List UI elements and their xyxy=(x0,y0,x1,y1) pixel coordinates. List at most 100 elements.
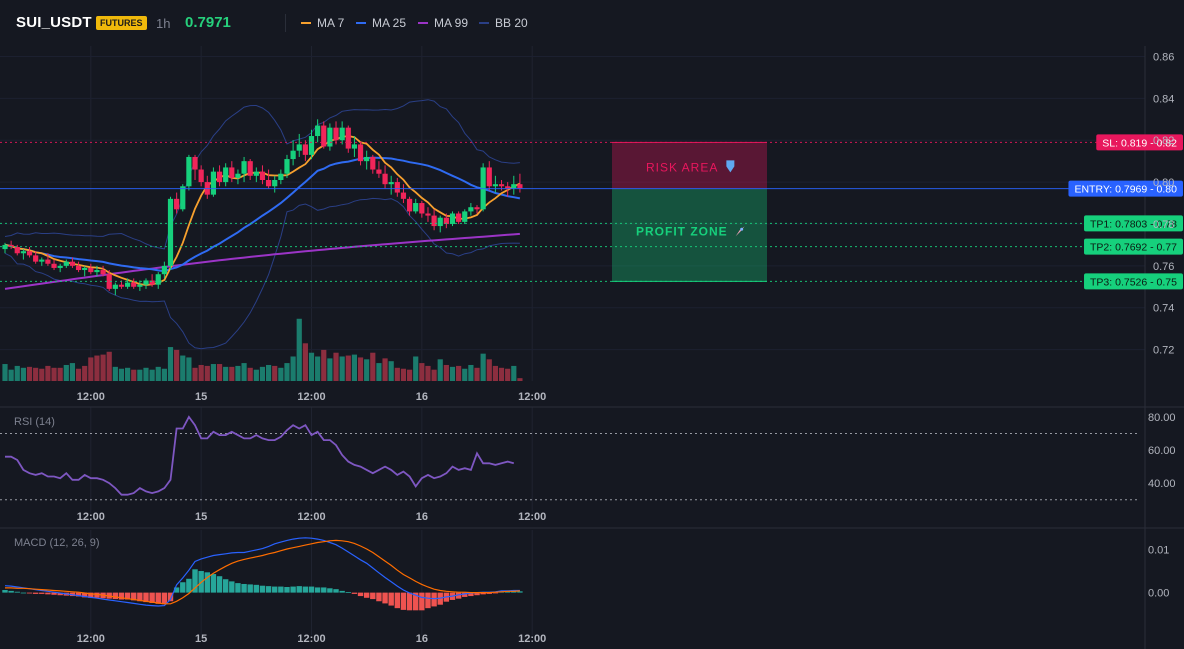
candle xyxy=(45,253,51,266)
candle-body xyxy=(425,213,431,216)
candle-body xyxy=(290,150,296,160)
legend-ma99[interactable]: MA 99 xyxy=(418,16,468,30)
macd-histogram-bar xyxy=(149,592,155,603)
legend-bb20[interactable]: BB 20 xyxy=(479,16,528,30)
volume-bar xyxy=(370,352,376,381)
macd-histogram-bar xyxy=(492,592,499,594)
rsi-tick: 60.00 xyxy=(1148,445,1176,457)
legend-ma7[interactable]: MA 7 xyxy=(301,16,344,30)
candle xyxy=(456,211,462,224)
candle-body xyxy=(333,127,339,141)
candle xyxy=(63,259,69,268)
candle-body xyxy=(143,280,149,285)
macd-histogram-bar xyxy=(419,592,425,611)
candle-body xyxy=(51,263,57,268)
price-tick: 0.74 xyxy=(1153,303,1174,315)
rocket-window xyxy=(740,227,744,231)
volume-bar xyxy=(198,364,204,381)
timeframe-label[interactable]: 1h xyxy=(156,16,171,31)
candle xyxy=(8,240,14,250)
candle xyxy=(131,278,137,289)
legend-ma25-label: MA 25 xyxy=(372,16,407,30)
macd-histogram-bar xyxy=(26,592,33,594)
macd-histogram-bar xyxy=(302,586,309,593)
candle xyxy=(14,244,20,256)
candle-body xyxy=(45,259,51,264)
time-tick: 16 xyxy=(416,511,428,523)
volume-bar xyxy=(419,363,425,381)
macd-histogram-bar xyxy=(131,592,137,601)
macd-signal-line xyxy=(5,539,520,605)
candle xyxy=(186,154,192,191)
candle-body xyxy=(118,284,125,287)
candle-body xyxy=(82,267,88,271)
candle xyxy=(106,270,112,291)
macd-histogram-bar xyxy=(204,572,210,593)
profit-zone-label: PROFIT ZONE xyxy=(636,224,728,238)
candle xyxy=(388,175,394,195)
volume-bar xyxy=(8,369,14,381)
candle-body xyxy=(94,270,100,273)
rsi-tick: 40.00 xyxy=(1148,478,1176,490)
candle xyxy=(462,209,468,224)
volume-bar xyxy=(259,366,266,381)
volume-bar xyxy=(462,368,468,381)
macd-histogram-bar xyxy=(186,578,192,593)
futures-badge: FUTURES xyxy=(96,16,147,30)
ma25-line xyxy=(4,156,521,273)
volume-bar xyxy=(296,318,302,381)
time-tick: 12:00 xyxy=(297,633,325,645)
volume-bar xyxy=(26,366,33,381)
candle-body xyxy=(456,213,462,222)
candle xyxy=(345,125,351,153)
volume-bar xyxy=(51,367,57,381)
volume-bar xyxy=(290,356,296,381)
macd-histogram-bar xyxy=(161,592,168,605)
volume-bar xyxy=(149,369,155,381)
volume-bar xyxy=(137,369,143,381)
time-tick: 15 xyxy=(195,511,207,523)
macd-histogram-bar xyxy=(468,592,474,597)
candle xyxy=(137,280,143,291)
candle xyxy=(400,184,407,204)
candle-body xyxy=(20,251,26,254)
macd-histogram-bar xyxy=(173,587,180,593)
grid-lines xyxy=(0,46,1145,635)
macd-histogram-bar xyxy=(480,592,486,595)
volume-bar xyxy=(131,369,137,381)
macd-histogram-bar xyxy=(20,592,27,594)
macd-histogram-bar xyxy=(333,589,339,593)
level-tag: SL: 0.819 - 0.82 xyxy=(1096,134,1183,151)
macd-histogram-bar xyxy=(462,592,468,597)
candle xyxy=(443,213,449,229)
time-tick: 12:00 xyxy=(518,511,546,523)
candle xyxy=(517,173,523,193)
volume-bar xyxy=(2,364,8,381)
candle-body xyxy=(14,247,20,254)
candle xyxy=(112,282,118,296)
ma7-swatch xyxy=(301,22,311,24)
macd-histogram-bar xyxy=(94,592,100,598)
candle xyxy=(20,249,26,260)
candle-body xyxy=(345,127,351,149)
candle xyxy=(223,163,229,187)
candle xyxy=(149,274,155,287)
candle-body xyxy=(161,265,167,275)
macd-histogram-bar xyxy=(253,584,260,593)
legend-ma25[interactable]: MA 25 xyxy=(356,16,406,30)
volume-bar xyxy=(431,369,437,381)
volume-bar xyxy=(235,365,241,381)
candle-body xyxy=(229,167,235,178)
volume-bar xyxy=(265,364,272,381)
candle-body xyxy=(88,267,94,273)
candle-body xyxy=(26,251,33,256)
symbol-name[interactable]: SUI_USDT xyxy=(16,14,92,31)
candle xyxy=(364,150,370,170)
volume-bar xyxy=(437,359,443,381)
macd-histogram-bar xyxy=(75,592,82,597)
macd-histogram-bar xyxy=(259,585,266,593)
candle xyxy=(174,192,180,214)
candle xyxy=(449,211,456,227)
macd-title: MACD (12, 26, 9) xyxy=(14,537,100,549)
